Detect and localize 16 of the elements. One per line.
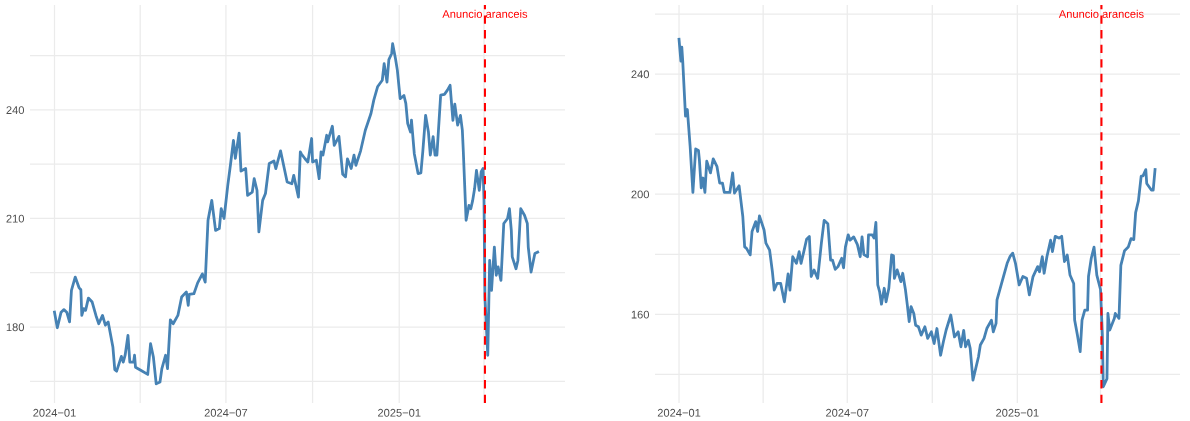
x-tick-label: 2024−01 (657, 408, 701, 417)
y-tick-label: 180 (6, 323, 25, 332)
x-tick-label: 2024−07 (204, 408, 248, 417)
x-tick-label: 2025−01 (378, 408, 421, 417)
y-tick-label: 240 (6, 106, 25, 115)
x-tick-label: 2024−07 (826, 408, 869, 417)
x-tick-label: 2025−01 (996, 408, 1039, 417)
y-tick-label: 160 (631, 310, 650, 319)
ref-line-label: Anuncio aranceis (1058, 9, 1144, 18)
y-tick-label: 240 (631, 70, 650, 79)
x-tick-label: 2024−01 (33, 408, 76, 417)
ref-line-label: Anuncio aranceis (442, 9, 528, 18)
line-series (677, 37, 1157, 389)
y-tick-label: 200 (631, 190, 650, 199)
y-tick-label: 210 (6, 214, 25, 223)
line-series (53, 42, 540, 386)
